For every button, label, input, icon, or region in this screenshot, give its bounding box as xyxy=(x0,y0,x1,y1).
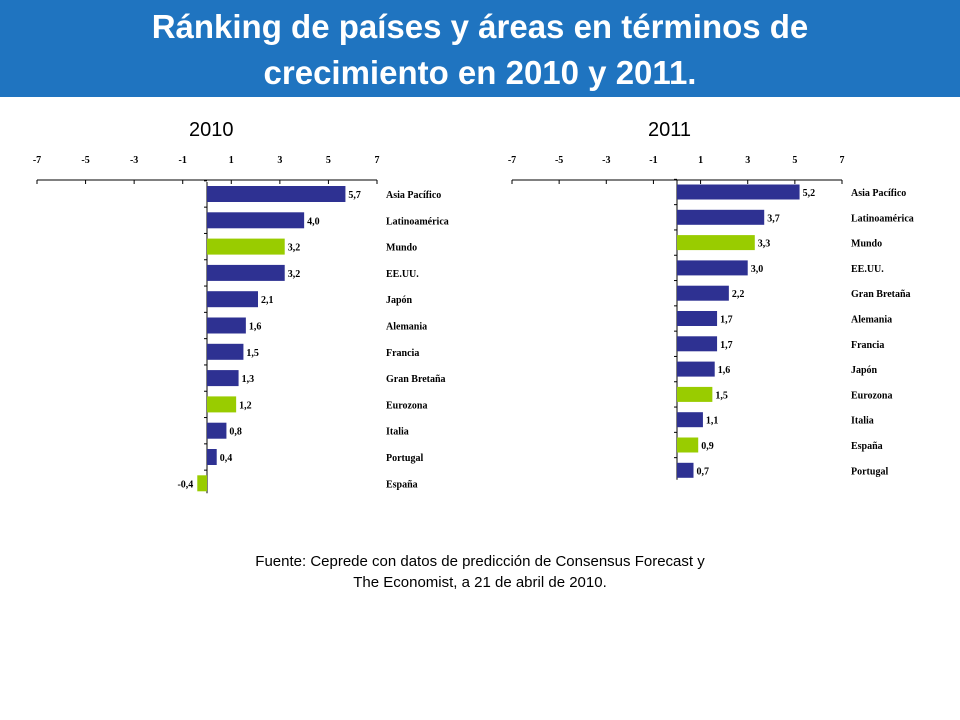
bar-2011-1 xyxy=(677,209,765,225)
bar-2010-9 xyxy=(207,422,227,439)
value-label: 2,2 xyxy=(732,289,745,300)
bar-2011-4 xyxy=(677,285,729,301)
chart-2010-title: 2010 xyxy=(189,119,234,141)
category-label: España xyxy=(386,479,418,490)
x-tick-label: 5 xyxy=(326,155,331,166)
bar-2011-6 xyxy=(677,336,718,352)
value-label: 2,1 xyxy=(261,295,274,306)
category-label: Portugal xyxy=(386,453,423,464)
chart-2011-title: 2011 xyxy=(648,119,692,141)
source-note: Fuente: Ceprede con datos de predicción … xyxy=(160,551,800,593)
value-label: 1,5 xyxy=(715,390,728,401)
category-label: Italia xyxy=(851,416,874,427)
category-label: Portugal xyxy=(851,466,888,477)
bar-2011-11 xyxy=(677,462,694,478)
category-label: EE.UU. xyxy=(851,264,884,275)
value-label: 1,7 xyxy=(720,315,733,326)
value-label: 1,6 xyxy=(718,365,731,376)
chart-2011: -7 -5 -3 -1 1 3 5 7 5,2 Asia Pacífico 3,7 Latinoamé… xyxy=(508,155,914,480)
value-label: 3,2 xyxy=(288,269,301,280)
bar-2011-3 xyxy=(677,260,748,276)
category-label: Asia Pacífico xyxy=(851,188,906,199)
value-label: 5,7 xyxy=(348,190,361,201)
value-label: 0,8 xyxy=(229,427,242,438)
bar-2011-7 xyxy=(677,361,715,377)
bar-2010-6 xyxy=(207,343,244,360)
bar-2010-11 xyxy=(197,475,207,492)
value-label: 3,0 xyxy=(751,264,764,275)
bar-2010-4 xyxy=(207,291,258,308)
value-label: 1,2 xyxy=(239,400,252,411)
x-tick-label: 7 xyxy=(375,155,380,166)
bar-2011-0 xyxy=(677,184,800,200)
bar-2010-10 xyxy=(207,449,217,465)
bar-2010-5 xyxy=(207,317,246,334)
x-tick-label: 5 xyxy=(792,155,797,166)
bar-2011-9 xyxy=(677,412,703,428)
category-label: Gran Bretaña xyxy=(851,289,911,300)
category-label: Francia xyxy=(851,340,884,351)
bar-2011-8 xyxy=(677,386,713,402)
category-label: Italia xyxy=(386,427,409,438)
value-label: 3,2 xyxy=(288,243,301,254)
x-tick-label: -7 xyxy=(33,155,41,166)
x-tick-label: -3 xyxy=(130,155,138,166)
bar-2010-3 xyxy=(207,264,285,281)
category-label: Gran Bretaña xyxy=(386,374,446,385)
bar-2010-7 xyxy=(207,370,239,387)
value-label: 0,9 xyxy=(701,441,714,452)
page-title: Ránking de países y áreas en términos de… xyxy=(151,7,809,91)
value-label: 1,5 xyxy=(246,348,259,359)
bar-2010-1 xyxy=(207,212,305,229)
x-tick-label: 3 xyxy=(277,155,282,166)
x-tick-label: -7 xyxy=(508,155,516,166)
category-label: Asia Pacífico xyxy=(386,190,441,201)
x-tick-label: 1 xyxy=(229,155,234,166)
bar-2011-5 xyxy=(677,311,718,326)
bar-2010-8 xyxy=(207,396,237,413)
value-label: 1,1 xyxy=(706,416,719,427)
category-label: Alemania xyxy=(851,315,892,326)
category-label: Mundo xyxy=(386,243,417,254)
category-label: Eurozona xyxy=(386,400,428,411)
bar-2010-2 xyxy=(207,238,285,255)
x-tick-label: 1 xyxy=(698,155,703,166)
x-tick-label: -5 xyxy=(81,155,89,166)
category-label: España xyxy=(851,441,883,452)
x-tick-label: 7 xyxy=(840,155,845,166)
category-label: Japón xyxy=(386,295,413,306)
category-label: Alemania xyxy=(386,322,427,333)
value-label: 1,6 xyxy=(249,322,262,333)
category-label: EE.UU. xyxy=(386,269,419,280)
category-label: Eurozona xyxy=(851,390,893,401)
category-label: Latinoamérica xyxy=(386,216,449,227)
value-label: 3,7 xyxy=(767,213,780,224)
value-label: 5,2 xyxy=(803,188,816,199)
value-label: 0,4 xyxy=(220,453,233,464)
bar-2011-2 xyxy=(677,235,755,251)
value-label: 0,7 xyxy=(697,466,710,477)
bar-2010-0 xyxy=(207,186,346,202)
source-line-2: The Economist, a 21 de abril de 2010. xyxy=(353,574,607,591)
chart-2010: -7 -5 -3 -1 1 3 5 7 5,7 Asia Pacífico 4,0 Latinoamé… xyxy=(33,155,449,494)
value-label: 1,3 xyxy=(242,374,255,385)
category-label: Mundo xyxy=(851,239,882,250)
value-label: 1,7 xyxy=(720,340,733,351)
x-tick-label: -3 xyxy=(602,155,610,166)
category-label: Japón xyxy=(851,365,878,376)
value-label: 4,0 xyxy=(307,216,320,227)
value-label: 3,3 xyxy=(758,239,771,250)
category-label: Latinoamérica xyxy=(851,213,914,224)
x-tick-label: -1 xyxy=(179,155,187,166)
category-label: Francia xyxy=(386,348,419,359)
x-tick-label: -5 xyxy=(555,155,563,166)
header-bar: Ránking de países y áreas en términos de… xyxy=(0,0,960,97)
value-label: -0,4 xyxy=(177,479,193,490)
x-tick-label: -1 xyxy=(649,155,657,166)
x-tick-label: 3 xyxy=(745,155,750,166)
source-line-1: Fuente: Ceprede con datos de predicción … xyxy=(255,553,705,570)
bar-2011-10 xyxy=(677,437,699,453)
